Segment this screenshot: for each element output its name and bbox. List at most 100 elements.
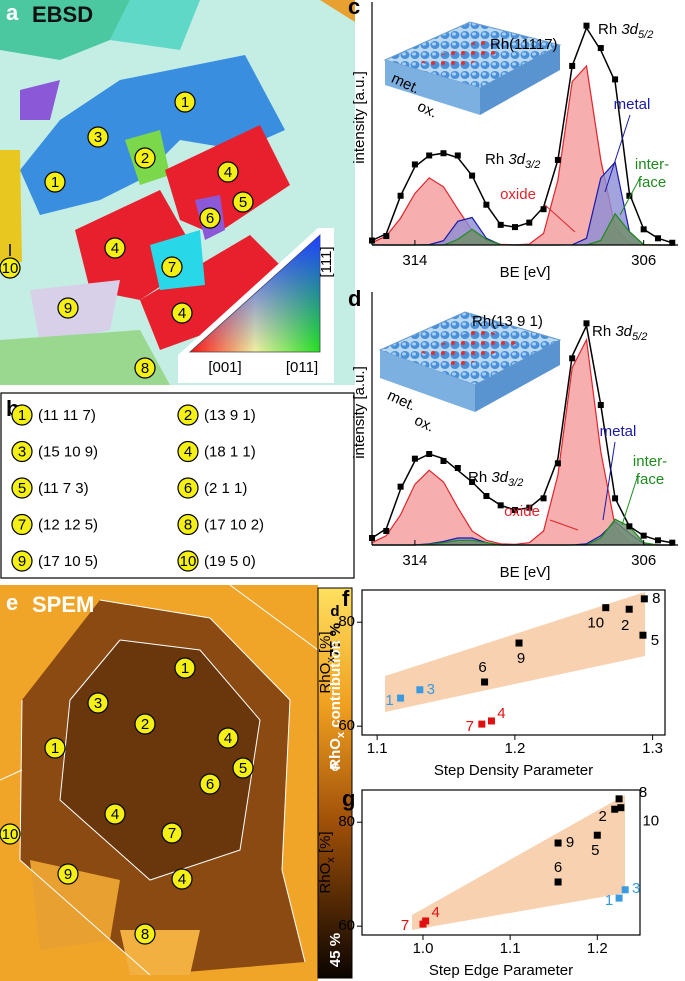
point-label: 9 bbox=[517, 650, 525, 667]
miller-indices: (19 5 0) bbox=[204, 553, 256, 570]
leader-line bbox=[621, 474, 639, 526]
grain-marker bbox=[217, 161, 239, 183]
x-tick-label: 314 bbox=[402, 552, 427, 569]
colorbar-title-part: contribution bbox=[327, 640, 344, 732]
component-label: inter- bbox=[635, 156, 669, 173]
grain-label: 1 bbox=[181, 94, 189, 111]
data-point bbox=[515, 639, 523, 647]
y-axis-title: intensity [a.u.] bbox=[351, 366, 368, 459]
peak-label: Rh 3d5/2 bbox=[592, 323, 647, 343]
peak-label-part: 5/2 bbox=[638, 29, 653, 41]
x-tick-label: 1.2 bbox=[504, 740, 525, 757]
component-area bbox=[372, 162, 673, 245]
point-label: 6 bbox=[554, 859, 562, 876]
map-title: EBSD bbox=[32, 2, 93, 27]
x-axis-title: Step Density Parameter bbox=[434, 762, 593, 779]
grain-label: 1 bbox=[18, 407, 26, 424]
data-point bbox=[554, 839, 562, 847]
y-tick-label: 80 bbox=[338, 613, 355, 630]
grain-marker bbox=[11, 550, 33, 572]
data-point bbox=[411, 161, 418, 168]
grain-marker bbox=[104, 237, 126, 259]
data-point bbox=[383, 233, 390, 240]
grain-label: 3 bbox=[94, 695, 102, 712]
x-tick-label: 306 bbox=[631, 552, 656, 569]
x-axis-title: BE [eV] bbox=[500, 564, 551, 581]
grain-label: 3 bbox=[94, 129, 102, 146]
data-point bbox=[416, 686, 424, 694]
grain-label: 4 bbox=[224, 730, 232, 747]
data-point bbox=[583, 22, 590, 29]
data-point bbox=[487, 717, 495, 725]
legend-corner: [111] bbox=[318, 246, 335, 277]
panel-letter: c bbox=[348, 0, 360, 19]
data-point bbox=[554, 460, 561, 467]
data-point bbox=[621, 886, 629, 894]
peak-label-part: 3/2 bbox=[508, 477, 523, 489]
grain-label: 4 bbox=[184, 443, 192, 460]
y-axis-title-part: RhO bbox=[317, 663, 334, 694]
data-point bbox=[612, 76, 619, 83]
trend-band bbox=[412, 795, 625, 930]
miller-indices: (15 10 9) bbox=[38, 443, 98, 460]
grain-marker bbox=[134, 357, 156, 379]
panel-letter: d bbox=[348, 286, 361, 311]
x-tick-label: 1.2 bbox=[587, 940, 608, 957]
miller-indices: (2 1 1) bbox=[204, 480, 247, 497]
grain-marker bbox=[171, 868, 193, 890]
y-tick-label: 80 bbox=[338, 813, 355, 830]
grain-label: 9 bbox=[18, 553, 26, 570]
y-axis-title: RhOx [%] bbox=[317, 831, 337, 893]
grain-marker bbox=[11, 404, 33, 426]
grain-label: 5 bbox=[18, 480, 26, 497]
grain-label: 10 bbox=[2, 260, 19, 277]
grain-label: 5 bbox=[239, 760, 247, 777]
leader-line bbox=[619, 177, 641, 216]
point-label: 9 bbox=[566, 834, 574, 851]
x-tick-label: 1.3 bbox=[642, 740, 663, 757]
grain-label: 1 bbox=[51, 174, 59, 191]
data-point bbox=[611, 805, 619, 813]
grain-label: 6 bbox=[206, 776, 214, 793]
peak-label-part: 3d bbox=[508, 151, 525, 168]
peak-label-part: Rh bbox=[592, 323, 615, 340]
grain-marker bbox=[44, 737, 66, 759]
grain-marker bbox=[171, 302, 193, 324]
component-area bbox=[372, 339, 673, 545]
x-tick-label: 306 bbox=[631, 252, 656, 269]
data-point bbox=[397, 483, 404, 490]
data-point bbox=[411, 455, 418, 462]
peak-label-part: 3/2 bbox=[525, 159, 540, 171]
grain-marker bbox=[174, 91, 196, 113]
grain-label: 2 bbox=[141, 716, 149, 733]
grain-marker bbox=[199, 773, 221, 795]
grain-marker bbox=[177, 477, 199, 499]
legend-corner: [011] bbox=[286, 359, 318, 376]
grain-label: 4 bbox=[178, 305, 186, 322]
peak-label: Rh 3d3/2 bbox=[485, 151, 540, 171]
peak-label-part: 3d bbox=[491, 469, 508, 486]
grain-marker bbox=[177, 550, 199, 572]
data-point bbox=[454, 152, 461, 159]
point-label: 8 bbox=[639, 784, 647, 801]
grain-marker bbox=[87, 126, 109, 148]
component-label: metal bbox=[614, 96, 651, 113]
colorbar-label: c bbox=[331, 758, 339, 775]
component-label: face bbox=[638, 174, 666, 191]
point-label: 5 bbox=[591, 842, 599, 859]
data-point bbox=[597, 45, 604, 52]
point-label: 4 bbox=[431, 904, 439, 921]
grain-marker bbox=[177, 513, 199, 536]
grain-label: 4 bbox=[111, 240, 119, 257]
grain-marker bbox=[57, 297, 79, 319]
grain-label: 5 bbox=[239, 194, 247, 211]
colorbar-title-part: RhO bbox=[327, 738, 344, 770]
grain-marker bbox=[0, 257, 21, 279]
colorbar-tick: 75 % bbox=[327, 623, 344, 657]
peak-label-part: 3d bbox=[621, 21, 638, 38]
colorbar-tick: 45 % bbox=[327, 933, 344, 967]
grain-label: 7 bbox=[18, 516, 26, 533]
x-tick-label: 1.0 bbox=[413, 940, 434, 957]
y-tick-label: 60 bbox=[338, 717, 355, 734]
grain-marker bbox=[177, 440, 199, 463]
